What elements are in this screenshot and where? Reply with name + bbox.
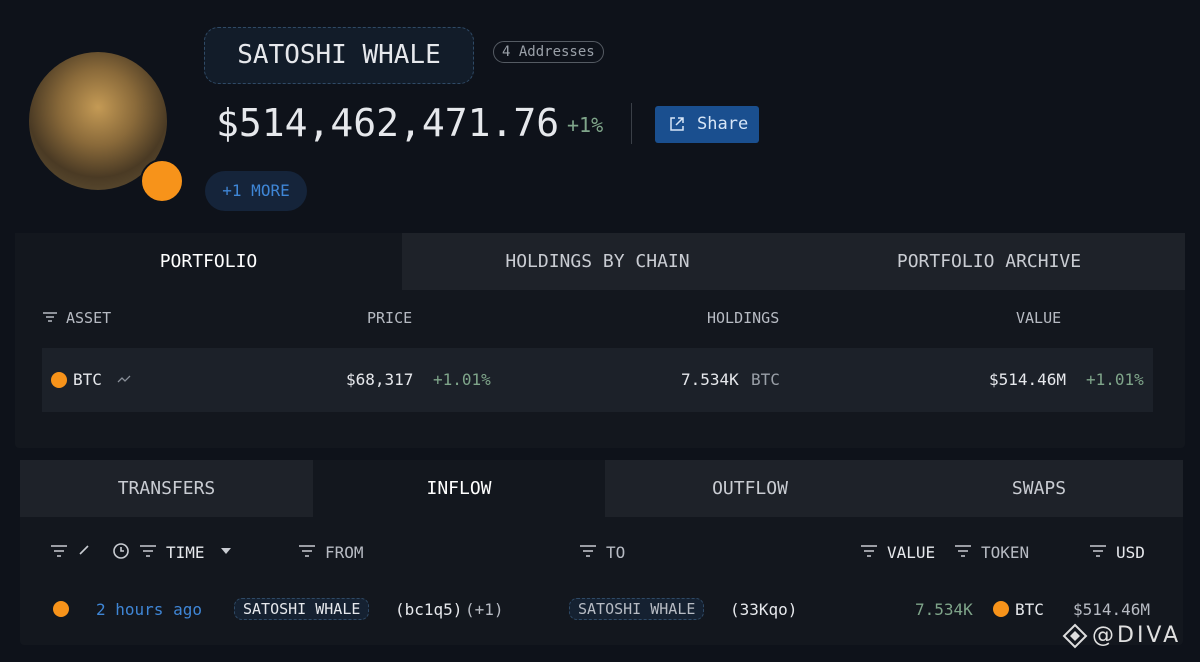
holdings: 7.534K	[681, 370, 739, 389]
from-entity[interactable]: SATOSHI WHALE	[234, 598, 370, 620]
usd: $514.46M	[1073, 600, 1151, 619]
column-header[interactable]: TO	[606, 543, 626, 562]
profile-name: SATOSHI WHALE	[204, 27, 474, 84]
column-header[interactable]: TOKEN	[981, 543, 1030, 562]
tab[interactable]: INFLOW	[313, 460, 605, 517]
price-change: +1.01%	[433, 370, 491, 389]
tab[interactable]: PORTFOLIO ARCHIVE	[793, 233, 1185, 290]
btc-icon	[993, 601, 1009, 617]
column-header[interactable]: USD	[1116, 543, 1145, 562]
address-count[interactable]: 4 Addresses	[493, 41, 604, 63]
divider	[631, 103, 632, 144]
share-button[interactable]	[655, 106, 759, 143]
column-header[interactable]: VALUE	[887, 543, 936, 562]
value-change: +1.01%	[1086, 370, 1144, 389]
to-entity[interactable]: SATOSHI WHALE	[569, 598, 705, 620]
watermark: @DIVA	[1092, 623, 1182, 648]
header-icons	[51, 543, 1106, 559]
btc-badge	[140, 159, 184, 203]
tab[interactable]: HOLDINGS BY CHAIN	[402, 233, 793, 290]
share-label[interactable]: Share	[697, 114, 749, 134]
from-address[interactable]: (bc1q5)	[395, 600, 463, 619]
more-button[interactable]: +1 MORE	[205, 171, 307, 211]
price: $68,317	[346, 370, 414, 389]
column-header: VALUE	[1016, 309, 1062, 327]
btc-icon	[51, 372, 67, 388]
btc-icon	[53, 601, 69, 617]
table-row[interactable]	[42, 348, 1153, 412]
tab[interactable]: PORTFOLIO	[15, 233, 402, 290]
column-header: HOLDINGS	[707, 309, 780, 327]
from-more[interactable]: (+1)	[465, 600, 504, 619]
balance-change: +1%	[567, 113, 604, 137]
column-header: PRICE	[367, 309, 413, 327]
column-header[interactable]: ASSET	[66, 309, 112, 327]
value: $514.46M	[989, 370, 1067, 389]
diva-logo	[1062, 623, 1088, 649]
tab[interactable]: OUTFLOW	[605, 460, 895, 517]
to-address[interactable]: (33Kqo)	[730, 600, 798, 619]
tab[interactable]: SWAPS	[895, 460, 1183, 517]
holdings-unit: BTC	[751, 370, 780, 389]
tab[interactable]: TRANSFERS	[20, 460, 313, 517]
filter-icon	[43, 312, 57, 322]
column-header[interactable]: TIME	[166, 543, 205, 562]
column-header[interactable]: FROM	[325, 543, 364, 562]
trend-icon	[117, 375, 131, 383]
share-icon	[670, 117, 684, 131]
value: 7.534K	[915, 600, 973, 619]
time[interactable]: 2 hours ago	[96, 600, 202, 619]
asset: BTC	[73, 370, 102, 389]
token: BTC	[1015, 600, 1044, 619]
balance: $514,462,471.76	[216, 101, 560, 145]
